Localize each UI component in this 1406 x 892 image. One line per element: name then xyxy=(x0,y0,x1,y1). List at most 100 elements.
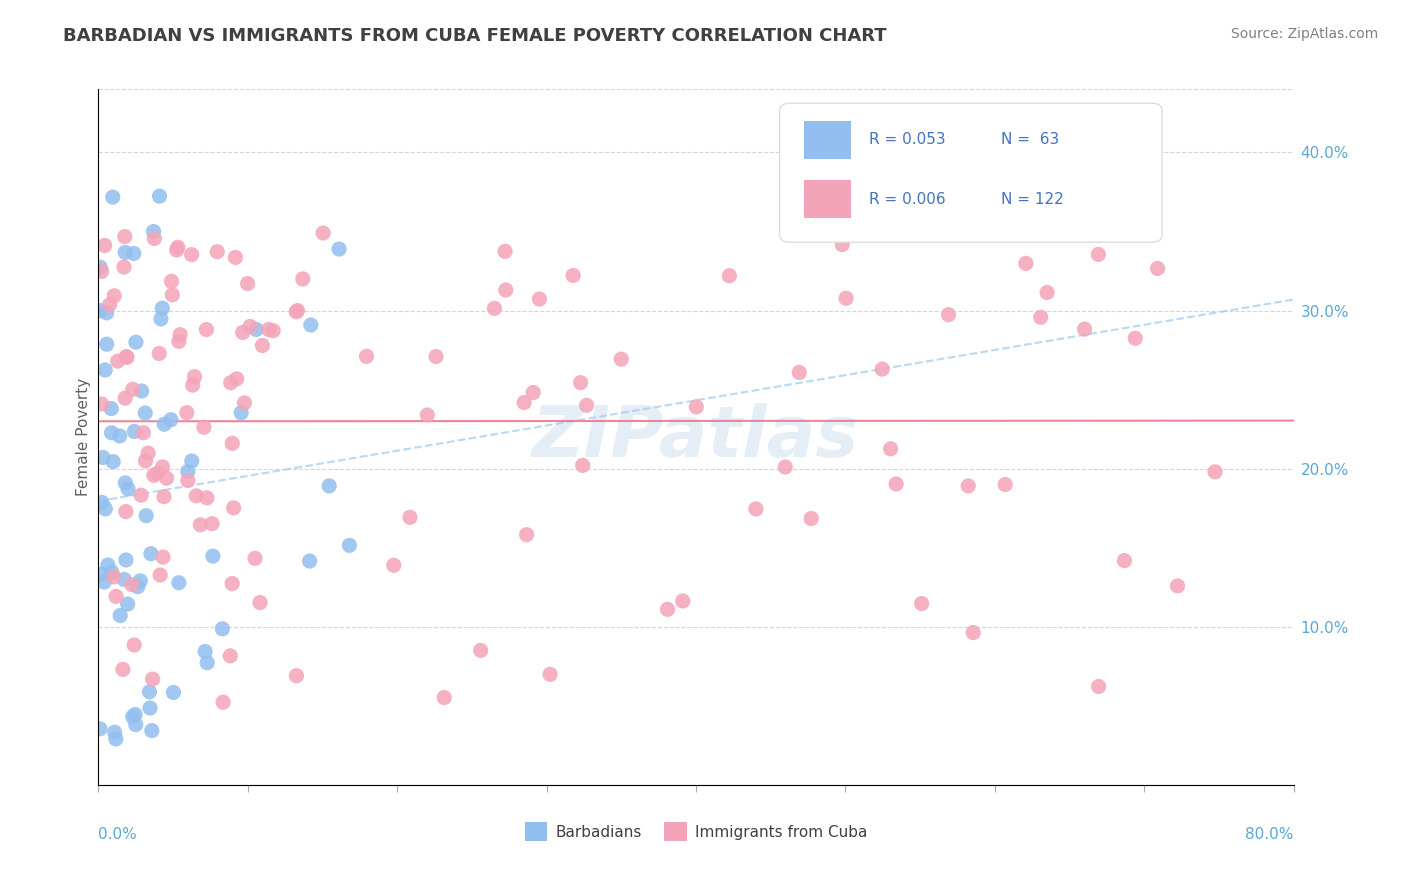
Point xyxy=(114,245,136,260)
Point xyxy=(117,482,139,496)
Point xyxy=(122,246,145,260)
Point xyxy=(100,401,122,416)
Point xyxy=(221,576,243,591)
Point xyxy=(91,450,114,465)
Point xyxy=(121,577,143,591)
Point xyxy=(93,575,115,590)
Point xyxy=(152,459,174,474)
Point xyxy=(195,322,218,336)
Point xyxy=(148,346,170,360)
Point xyxy=(516,527,538,541)
Point xyxy=(142,468,165,483)
Point xyxy=(139,547,162,561)
Point xyxy=(610,352,633,367)
Point xyxy=(291,272,314,286)
Point xyxy=(236,277,259,291)
Point xyxy=(100,425,122,440)
Point xyxy=(285,669,308,683)
Point xyxy=(183,369,205,384)
Point xyxy=(114,229,136,244)
Text: Source: ZipAtlas.com: Source: ZipAtlas.com xyxy=(1230,27,1378,41)
Point xyxy=(884,477,907,491)
Point xyxy=(382,558,405,573)
Point xyxy=(115,350,138,364)
FancyBboxPatch shape xyxy=(804,120,852,159)
FancyBboxPatch shape xyxy=(804,179,852,218)
Text: R = 0.006: R = 0.006 xyxy=(869,192,946,207)
Point xyxy=(108,429,131,443)
Text: 0.0%: 0.0% xyxy=(98,827,138,842)
Point xyxy=(112,260,135,274)
Point xyxy=(685,400,707,414)
Point xyxy=(121,710,143,724)
Point xyxy=(89,303,111,318)
Point xyxy=(901,225,924,239)
Point xyxy=(433,690,456,705)
Point xyxy=(125,717,148,731)
Point xyxy=(131,384,153,398)
Point xyxy=(538,667,561,681)
Point xyxy=(1087,680,1109,694)
Point xyxy=(425,350,447,364)
Point xyxy=(416,408,439,422)
Point xyxy=(252,338,274,352)
Point xyxy=(245,322,267,336)
Point xyxy=(773,460,796,475)
Point xyxy=(112,573,135,587)
Point xyxy=(138,685,160,699)
Point xyxy=(94,363,117,377)
Point xyxy=(529,292,551,306)
Point xyxy=(243,551,266,566)
Point xyxy=(162,288,184,302)
Point xyxy=(177,474,200,488)
Point xyxy=(224,251,246,265)
Point xyxy=(160,274,183,288)
Point xyxy=(575,398,598,412)
Point xyxy=(122,638,145,652)
Point xyxy=(101,455,124,469)
Point xyxy=(285,304,308,318)
Point xyxy=(356,349,378,363)
Point xyxy=(96,306,118,320)
Point xyxy=(149,568,172,582)
Point xyxy=(962,625,984,640)
Point xyxy=(870,362,893,376)
Point xyxy=(96,337,118,351)
Point xyxy=(195,656,218,670)
Point xyxy=(111,662,134,676)
Text: N = 122: N = 122 xyxy=(1001,192,1063,207)
Point xyxy=(399,510,422,524)
Point xyxy=(114,475,136,490)
Point xyxy=(1087,247,1109,261)
Point xyxy=(257,322,280,336)
Point xyxy=(115,553,138,567)
Point xyxy=(1036,285,1059,300)
Point xyxy=(139,701,162,715)
Point xyxy=(108,608,131,623)
Point xyxy=(103,570,125,584)
Point xyxy=(787,366,810,380)
Point xyxy=(101,190,124,204)
Point xyxy=(239,319,262,334)
Point xyxy=(262,324,284,338)
Point xyxy=(193,420,215,434)
Point xyxy=(129,488,152,502)
Point xyxy=(117,597,139,611)
Point xyxy=(229,406,252,420)
Point xyxy=(90,264,112,278)
Point xyxy=(134,454,156,468)
Point xyxy=(233,396,256,410)
Point xyxy=(121,382,143,396)
Point xyxy=(124,707,146,722)
Point xyxy=(201,549,224,564)
Point xyxy=(104,725,127,739)
Point xyxy=(484,301,506,316)
Point xyxy=(718,268,741,283)
Point xyxy=(142,672,165,686)
Point xyxy=(152,550,174,565)
Point xyxy=(105,590,128,604)
Point xyxy=(89,260,111,275)
Point xyxy=(212,695,235,709)
Point xyxy=(107,354,129,368)
Point xyxy=(98,298,121,312)
